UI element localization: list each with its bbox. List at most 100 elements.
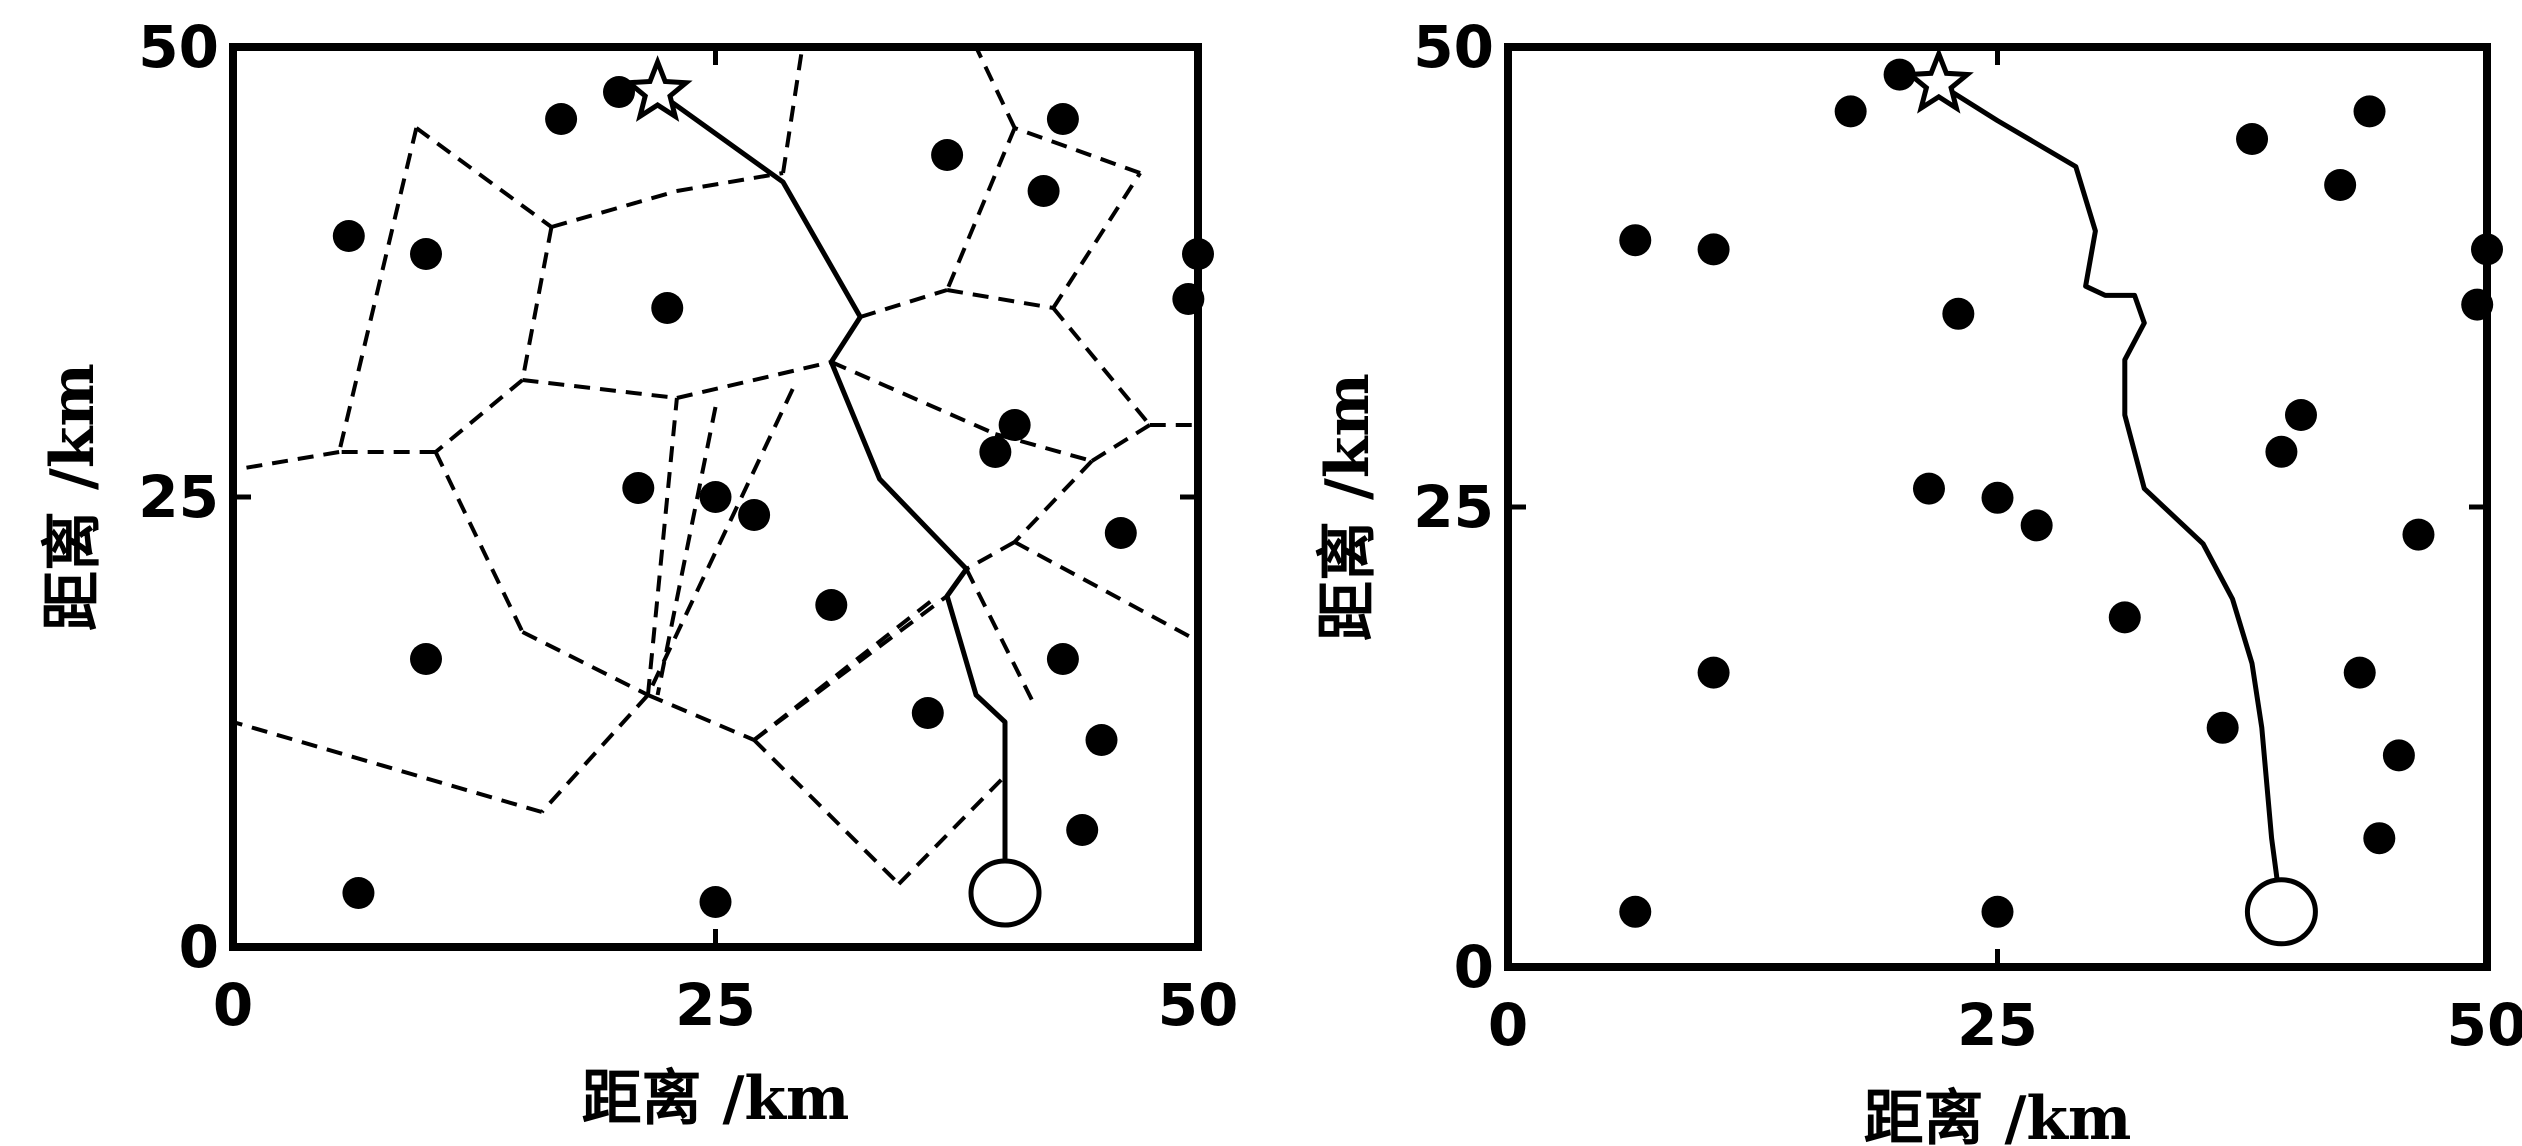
station-dot — [2353, 95, 2386, 128]
left-panel: 0 25 50 0 25 50 距离 /km 距离 /km — [38, 13, 1238, 1134]
station-dot — [1981, 481, 2014, 514]
voronoi-edge — [1090, 423, 1151, 463]
voronoi-edge — [945, 127, 1017, 291]
voronoi-edge — [676, 171, 784, 193]
station-dot — [1027, 175, 1060, 207]
y-axis-title: 距离 /km — [1313, 373, 1383, 641]
voronoi-edge — [434, 378, 524, 454]
station-dot — [1085, 724, 1118, 756]
voronoi-edge — [752, 738, 901, 886]
x-tick-label-50: 50 — [1158, 971, 1239, 1039]
station-dot — [699, 481, 732, 513]
station-dot — [815, 589, 848, 621]
voronoi-edge — [965, 540, 1016, 571]
voronoi-edge — [415, 126, 553, 229]
station-points — [332, 76, 1214, 918]
voronoi-edge — [1013, 126, 1141, 175]
y-tick-label-0: 0 — [1454, 933, 1494, 1001]
axis-ticks — [1508, 47, 2487, 967]
station-dot — [2020, 509, 2053, 542]
voronoi-edge — [521, 630, 649, 697]
station-dot — [1046, 643, 1079, 675]
station-dot — [1619, 895, 1652, 928]
station-dot — [342, 877, 375, 909]
route-path — [1937, 81, 2284, 913]
station-dot — [2343, 656, 2376, 689]
voronoi-edge — [964, 568, 1036, 705]
voronoi-edge — [1051, 171, 1142, 310]
y-axis-title: 距离 /km — [38, 363, 108, 631]
x-tick-label-25: 25 — [675, 971, 756, 1039]
station-dot — [2324, 169, 2357, 201]
y-tick-label-50: 50 — [1413, 13, 1494, 81]
voronoi-boundaries — [232, 46, 1199, 886]
station-points — [1619, 58, 2503, 928]
x-axis-title: 距离 /km — [582, 1064, 850, 1134]
voronoi-edge — [655, 406, 718, 696]
station-dot — [1046, 103, 1079, 135]
endpoint-markers — [1903, 46, 2318, 947]
start-star-icon — [1903, 46, 1974, 114]
route-line — [1937, 81, 2284, 913]
voronoi-edge — [1013, 540, 1199, 643]
axis-ticks — [233, 47, 1198, 947]
y-tick-label-0: 0 — [179, 913, 219, 981]
route-line — [656, 89, 1008, 893]
station-dot — [2206, 711, 2239, 744]
station-dot — [2236, 123, 2269, 155]
station-dot — [931, 139, 964, 171]
voronoi-edge — [752, 594, 949, 742]
station-dot — [1883, 58, 1916, 91]
y-tick-label-50: 50 — [138, 13, 219, 81]
station-dot — [410, 643, 442, 675]
voronoi-edge — [550, 189, 678, 229]
station-dot — [2108, 601, 2141, 634]
end-circle-icon — [968, 858, 1042, 928]
station-dot — [410, 238, 442, 270]
voronoi-edge — [1051, 306, 1152, 427]
station-dot — [1981, 895, 2014, 928]
station-dot — [1912, 472, 1945, 505]
voronoi-edge — [1013, 459, 1094, 544]
station-dot — [545, 103, 578, 135]
voronoi-edge — [522, 378, 678, 400]
voronoi-edge — [647, 693, 755, 742]
x-tick-label-0: 0 — [1488, 991, 1528, 1059]
voronoi-edge — [946, 288, 1054, 310]
station-dot — [998, 409, 1031, 441]
station-dot — [1697, 233, 1730, 266]
station-dot — [2284, 399, 2317, 431]
route-path — [656, 89, 1008, 893]
start-star-icon — [622, 55, 693, 122]
station-dot — [2363, 822, 2396, 855]
station-dot — [1104, 517, 1137, 549]
voronoi-edge — [676, 360, 832, 400]
voronoi-edge — [781, 46, 805, 174]
station-dot — [1619, 224, 1652, 257]
x-axis-title: 距离 /km — [1864, 1084, 2132, 1146]
y-tick-label-25: 25 — [138, 463, 219, 531]
voronoi-edge — [337, 127, 419, 453]
voronoi-edge — [974, 46, 1017, 129]
voronoi-edge — [232, 450, 340, 472]
station-dot — [1942, 297, 1975, 330]
voronoi-edge — [520, 226, 554, 381]
x-tick-label-50: 50 — [2447, 991, 2522, 1059]
end-circle-icon — [2244, 877, 2318, 947]
voronoi-edge — [645, 397, 679, 696]
voronoi-edge — [540, 693, 650, 814]
y-tick-label-25: 25 — [1413, 473, 1494, 541]
x-tick-label-0: 0 — [213, 971, 253, 1039]
right-panel: 0 25 50 0 25 50 距离 /km 距离 /km — [1313, 13, 2522, 1146]
station-dot — [1066, 814, 1099, 846]
station-dot — [699, 886, 732, 918]
voronoi-edge — [830, 360, 997, 436]
station-dot — [2382, 739, 2415, 772]
voronoi-edge — [994, 432, 1093, 463]
station-dot — [979, 436, 1012, 468]
voronoi-edge — [859, 288, 948, 319]
station-dot — [622, 472, 655, 504]
station-dot — [1697, 656, 1730, 689]
station-dot — [651, 292, 684, 324]
